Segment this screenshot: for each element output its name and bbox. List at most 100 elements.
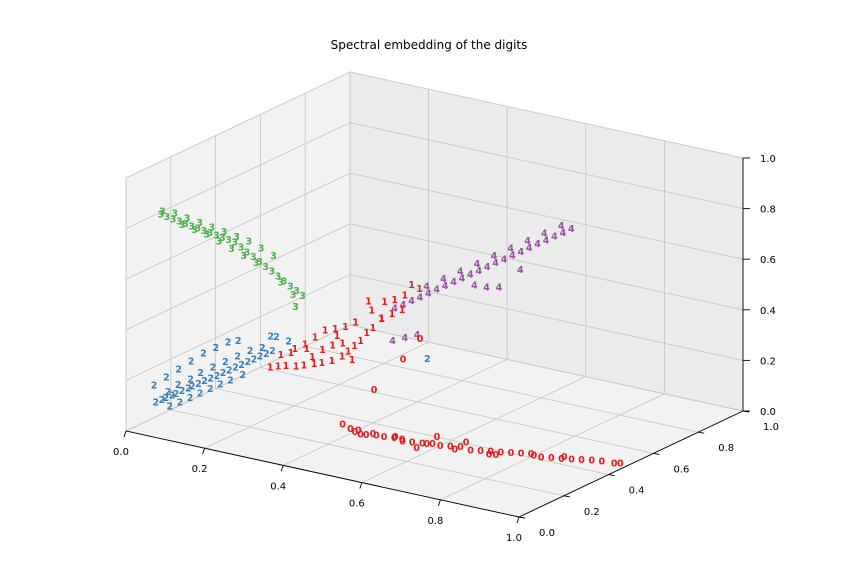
digit-point-3: 3 bbox=[256, 257, 263, 268]
digit-point-3: 3 bbox=[196, 218, 203, 229]
digit-point-4: 4 bbox=[496, 282, 503, 293]
digit-point-3: 3 bbox=[159, 207, 166, 218]
digit-point-2: 2 bbox=[185, 383, 192, 394]
grid-line bbox=[305, 345, 699, 433]
digit-point-4: 4 bbox=[534, 239, 541, 250]
digit-point-3: 3 bbox=[208, 223, 215, 234]
digit-point-3: 3 bbox=[250, 252, 257, 263]
digit-point-1: 1 bbox=[319, 345, 326, 356]
digit-point-1: 1 bbox=[351, 341, 358, 352]
digit-point-1: 1 bbox=[267, 362, 274, 373]
grid-line bbox=[349, 223, 744, 311]
digit-point-1: 1 bbox=[339, 352, 346, 363]
digit-point-3: 3 bbox=[207, 228, 214, 239]
digit-point-1: 1 bbox=[293, 362, 300, 373]
grid-line bbox=[125, 223, 351, 331]
digit-point-4: 4 bbox=[391, 304, 398, 315]
digit-point-2: 2 bbox=[235, 336, 242, 347]
digit-point-1: 1 bbox=[275, 362, 282, 373]
digit-point-3: 3 bbox=[201, 226, 208, 237]
digit-point-0: 0 bbox=[518, 449, 525, 460]
digit-point-0: 0 bbox=[477, 446, 484, 457]
x-tick bbox=[280, 465, 284, 472]
digit-point-3: 3 bbox=[292, 302, 299, 313]
digit-point-4: 4 bbox=[517, 265, 524, 276]
digit-point-1: 1 bbox=[329, 356, 336, 367]
digit-point-0: 0 bbox=[434, 432, 441, 443]
digit-point-4: 4 bbox=[509, 251, 516, 262]
digit-point-2: 2 bbox=[189, 382, 196, 393]
digit-point-0: 0 bbox=[497, 447, 504, 458]
digit-point-1: 1 bbox=[365, 296, 372, 307]
digit-point-2: 2 bbox=[163, 373, 170, 384]
grid-line bbox=[125, 172, 351, 280]
digit-point-3: 3 bbox=[277, 278, 284, 289]
y-axis-line bbox=[518, 410, 744, 518]
digit-point-3: 3 bbox=[216, 237, 223, 248]
digit-point-1: 1 bbox=[311, 359, 318, 370]
grid-line bbox=[361, 376, 586, 484]
digit-point-0: 0 bbox=[417, 334, 424, 345]
z-tick-label: 0.6 bbox=[760, 255, 776, 266]
grid-line bbox=[170, 409, 564, 497]
digit-point-2: 2 bbox=[222, 357, 229, 368]
digit-point-4: 4 bbox=[507, 244, 514, 255]
digit-point-4: 4 bbox=[450, 277, 457, 288]
digit-point-2: 2 bbox=[247, 346, 254, 357]
axis-panes bbox=[124, 71, 745, 518]
digit-point-2: 2 bbox=[220, 368, 227, 379]
digit-point-0: 0 bbox=[487, 447, 494, 458]
digit-point-3: 3 bbox=[290, 290, 297, 301]
digit-point-3: 3 bbox=[281, 276, 288, 287]
y-tick-label: 0.4 bbox=[629, 486, 645, 497]
x-tick bbox=[123, 430, 127, 438]
digit-point-0: 0 bbox=[548, 453, 555, 464]
digit-point-3: 3 bbox=[170, 214, 177, 225]
digit-point-0: 0 bbox=[391, 433, 398, 444]
digit-point-4: 4 bbox=[526, 243, 533, 254]
digit-point-4: 4 bbox=[491, 251, 498, 262]
y-tick bbox=[698, 431, 705, 434]
digit-point-2: 2 bbox=[195, 379, 202, 390]
digit-point-3: 3 bbox=[287, 281, 294, 292]
digit-point-2: 2 bbox=[244, 357, 251, 368]
digit-point-0: 0 bbox=[357, 430, 364, 441]
digit-point-2: 2 bbox=[188, 357, 195, 368]
digit-point-2: 2 bbox=[152, 398, 159, 409]
digit-point-4: 4 bbox=[551, 232, 558, 243]
digit-point-4: 4 bbox=[524, 236, 531, 247]
digit-point-1: 1 bbox=[381, 297, 388, 308]
x-tick bbox=[202, 448, 206, 455]
data-points: 4444444444444444444444444444444444400040… bbox=[151, 207, 624, 470]
digit-point-4: 4 bbox=[467, 270, 474, 281]
digit-point-0: 0 bbox=[508, 448, 515, 459]
digit-point-3: 3 bbox=[258, 244, 265, 255]
digit-point-3: 3 bbox=[225, 235, 232, 246]
grid-line bbox=[260, 366, 654, 454]
x-tick bbox=[437, 499, 441, 506]
digit-point-1: 1 bbox=[334, 331, 341, 342]
digit-point-3: 3 bbox=[221, 227, 228, 238]
digit-point-3: 3 bbox=[270, 251, 277, 262]
digit-point-1: 1 bbox=[302, 340, 309, 351]
digit-point-2: 2 bbox=[177, 397, 184, 408]
grid-line bbox=[125, 273, 351, 381]
digit-point-0: 0 bbox=[347, 424, 354, 435]
digit-point-2: 2 bbox=[214, 371, 221, 382]
digit-point-2: 2 bbox=[175, 380, 182, 391]
digit-point-4: 4 bbox=[425, 289, 432, 300]
y-tick-label: 0.6 bbox=[673, 464, 689, 475]
x-tick-label: 0.6 bbox=[349, 499, 365, 510]
digit-point-2: 2 bbox=[200, 349, 207, 360]
digit-point-0: 0 bbox=[437, 441, 444, 452]
grid-line bbox=[349, 324, 744, 412]
digit-point-3: 3 bbox=[244, 247, 251, 258]
digit-point-0: 0 bbox=[463, 437, 470, 448]
grid-lines bbox=[125, 71, 744, 518]
digit-point-1: 1 bbox=[401, 291, 408, 302]
digit-point-4: 4 bbox=[517, 247, 524, 258]
digit-point-2: 2 bbox=[162, 393, 169, 404]
x-tick-label: 0.0 bbox=[113, 447, 129, 458]
digit-point-1: 1 bbox=[399, 305, 406, 316]
